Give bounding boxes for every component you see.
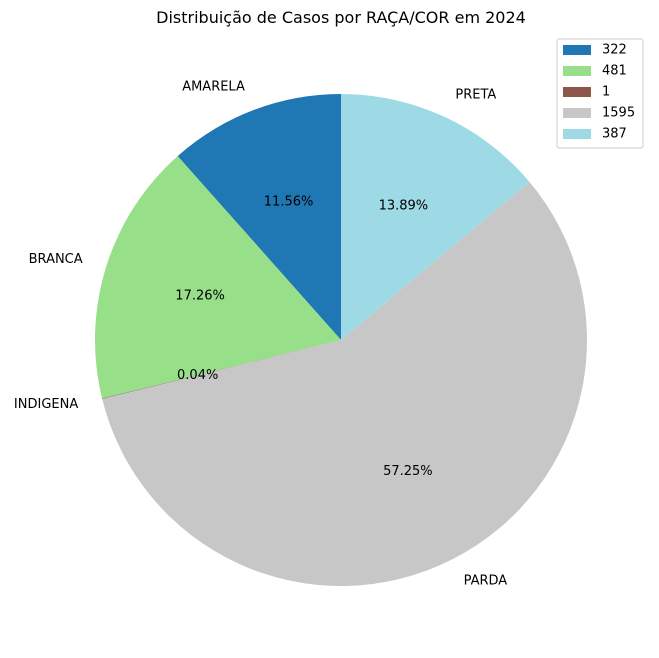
- legend-swatch-1595: [563, 108, 591, 118]
- pie-slice-preta: [341, 94, 530, 340]
- percent-label-indigena: 0.04%: [177, 368, 218, 383]
- category-label-amarela: AMARELA: [182, 80, 245, 95]
- pie-slice-amarela: [177, 94, 341, 340]
- pie-slices: [94, 94, 587, 586]
- legend-label-1: 1: [602, 85, 610, 100]
- pie-slice-branca: [94, 156, 341, 399]
- category-label-preta: PRETA: [455, 87, 496, 102]
- percent-label-parda: 57.25%: [383, 464, 433, 479]
- category-label-parda: PARDA: [464, 574, 508, 589]
- pie-slice-parda: [102, 181, 587, 586]
- legend-label-322: 322: [602, 43, 627, 58]
- legend-swatch-1: [563, 87, 591, 97]
- legend-label-481: 481: [602, 64, 627, 79]
- pie-slice-indigena: [102, 340, 341, 400]
- percent-label-branca: 17.26%: [175, 289, 225, 304]
- percent-labels: 11.56% 17.26% 0.04% 57.25% 13.89%: [175, 195, 432, 480]
- percent-label-amarela: 11.56%: [264, 195, 314, 210]
- legend-label-1595: 1595: [602, 106, 635, 121]
- legend: 322 481 1 1595 387: [556, 38, 644, 149]
- category-label-indigena: INDIGENA: [14, 397, 78, 412]
- legend-swatch-481: [563, 66, 591, 76]
- legend-label-387: 387: [602, 127, 627, 142]
- legend-swatch-322: [563, 45, 591, 55]
- category-label-branca: BRANCA: [29, 252, 83, 267]
- category-labels: AMARELA BRANCA INDIGENA PARDA PRETA: [14, 80, 507, 589]
- chart-title: Distribuição de Casos por RAÇA/COR em 20…: [156, 8, 526, 27]
- legend-swatch-387: [563, 129, 591, 139]
- percent-label-preta: 13.89%: [379, 199, 429, 214]
